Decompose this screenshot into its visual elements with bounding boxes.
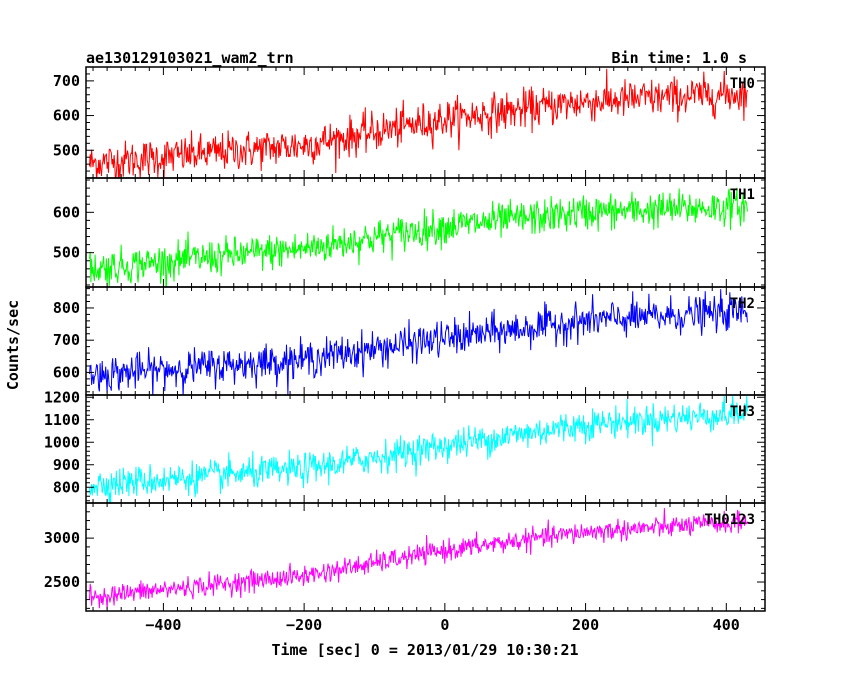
y-ticks: 500 600: [53, 179, 765, 286]
x-tick-label: −200: [286, 616, 322, 634]
series-line-th0: [89, 68, 748, 178]
panel-label-th3: TH3: [730, 404, 755, 420]
panel-th3: 800 900 1000 1100 1200 TH3: [44, 388, 766, 504]
y-tick-label: 3000: [44, 529, 80, 547]
x-axis-label: Time [sec] 0 = 2013/01/29 10:30:21: [271, 641, 578, 659]
x-tick-label: −400: [145, 616, 181, 634]
y-tick-label: 1200: [44, 388, 80, 406]
y-tick-label: 600: [53, 363, 80, 381]
x-tick-label: 400: [713, 616, 740, 634]
y-tick-label: 500: [53, 141, 80, 159]
y-tick-label: 700: [53, 331, 80, 349]
y-tick-label: 800: [53, 299, 80, 317]
series-line-th1: [89, 187, 748, 287]
y-tick-label: 700: [53, 72, 80, 90]
y-tick-label: 600: [53, 203, 80, 221]
y-tick-label: 2500: [44, 573, 80, 591]
panel-label-th0: TH0: [730, 76, 755, 92]
y-ticks: 800 900 1000 1100 1200: [44, 388, 765, 502]
y-tick-label: 800: [53, 478, 80, 496]
panel-label-th1: TH1: [730, 187, 755, 203]
bin-time-label: Bin time: 1.0 s: [612, 49, 747, 67]
x-tick-label: 200: [572, 616, 599, 634]
panel-group: 500 600 700 TH0 500 600 TH1 600 700 800 TH2 800 900 1…: [44, 66, 766, 612]
panel-label-th0123: TH0123: [704, 512, 755, 528]
y-tick-label: 500: [53, 244, 80, 262]
y-tick-label: 900: [53, 456, 80, 474]
y-axis-label: Counts/sec: [4, 300, 22, 390]
series-line-th3: [89, 395, 748, 503]
y-ticks: 2500 3000: [44, 502, 765, 609]
y-tick-label: 600: [53, 107, 80, 125]
panel-th0123: 2500 3000 TH0123: [44, 502, 766, 612]
chart-title: ae130129103021_wam2_trn: [86, 49, 294, 67]
panel-frame: [85, 502, 766, 612]
y-tick-label: 1100: [44, 411, 80, 429]
y-ticks: 600 700 800: [53, 288, 765, 393]
y-ticks: 500 600 700: [53, 66, 765, 179]
x-axis: −400 −200 0 200 400: [145, 616, 740, 634]
series-line-th2: [89, 289, 748, 395]
y-tick-label: 1000: [44, 433, 80, 451]
series-line-th0123: [89, 508, 748, 610]
x-tick-label: 0: [440, 616, 449, 634]
panel-label-th2: TH2: [730, 296, 755, 312]
